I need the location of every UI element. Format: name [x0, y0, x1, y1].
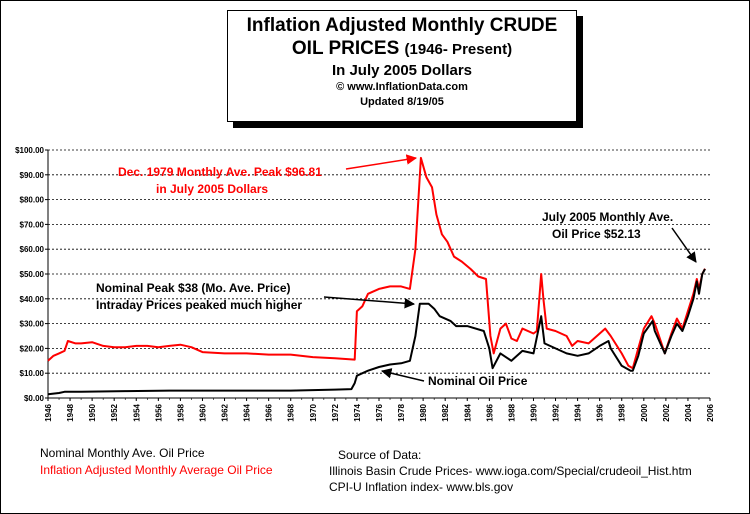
x-tick-label: 1970: [309, 403, 318, 421]
chart-title-box: Inflation Adjusted Monthly CRUDE OIL PRI…: [227, 10, 577, 122]
x-tick-label: 1960: [198, 403, 207, 421]
title-line-1: Inflation Adjusted Monthly CRUDE: [246, 15, 558, 36]
x-tick-label: 1976: [375, 403, 384, 421]
gridlines: [48, 149, 710, 374]
series-lines: [47, 156, 706, 396]
title-line-2-main: OIL PRICES: [291, 38, 400, 59]
x-tick-label: 1992: [552, 403, 561, 421]
title-line-2-paren: (1946- Present): [404, 41, 513, 58]
x-axis-ticks: 1946 1948 1950 1952 1954 1956 1958 1960 1962 1964…: [44, 398, 715, 422]
y-axis-ticks: $0.00 $10.00 $20.00 $30.00 $40.00 $50.00 $60.0…: [15, 146, 48, 403]
y-tick-label: $100.00: [15, 146, 44, 155]
annotation-nominal-arrow: [380, 368, 425, 382]
x-tick-label: 1984: [463, 403, 472, 421]
x-tick-label: 2004: [684, 403, 693, 421]
x-tick-label: 1994: [574, 403, 583, 421]
annotation-july2005-line2: Oil Price $52.13: [552, 227, 641, 241]
annotation-nominal-peak-line2: Intraday Prices peaked much higher: [96, 298, 302, 312]
x-tick-label: 1996: [596, 403, 605, 421]
y-tick-label: $20.00: [20, 344, 45, 353]
annotation-real-peak-arrow: [345, 154, 418, 170]
x-tick-label: 1974: [353, 403, 362, 421]
x-tick-label: 1950: [88, 403, 97, 421]
nominal-price-line: [47, 268, 706, 396]
y-tick-label: $90.00: [20, 171, 45, 180]
annotation-real-peak-line1: Dec. 1979 Monthly Ave. Peak $96.81: [118, 165, 322, 179]
legend-nominal: Nominal Monthly Ave. Oil Price: [40, 446, 205, 460]
x-tick-label: 2006: [706, 403, 715, 421]
annotation-nominal-peak-line1: Nominal Peak $38 (Mo. Ave. Price): [96, 281, 291, 295]
y-tick-label: $30.00: [20, 320, 45, 329]
title-line-3: In July 2005 Dollars: [331, 62, 473, 79]
y-tick-label: $40.00: [20, 295, 45, 304]
x-tick-label: 1972: [331, 403, 340, 421]
y-tick-label: $60.00: [20, 245, 45, 254]
y-tick-label: $50.00: [20, 270, 45, 279]
x-tick-label: 1958: [176, 403, 185, 421]
x-tick-label: 1948: [66, 403, 75, 421]
x-tick-label: 2000: [640, 403, 649, 421]
x-tick-label: 1964: [243, 403, 252, 421]
annotation-nominal-label: Nominal Oil Price: [428, 374, 528, 388]
title-line-2: OIL PRICES (1946- Present): [228, 37, 576, 61]
annotation-july2005-line1: July 2005 Monthly Ave.: [542, 210, 673, 224]
title-updated: Updated 8/19/05: [360, 96, 444, 108]
x-tick-label: 1980: [419, 403, 428, 421]
x-tick-label: 1966: [265, 403, 274, 421]
x-tick-label: 1962: [221, 403, 230, 421]
x-tick-label: 1986: [485, 403, 494, 421]
x-tick-label: 1998: [618, 403, 627, 421]
title-copyright: © www.InflationData.com: [336, 81, 468, 93]
y-tick-label: $80.00: [20, 196, 45, 205]
y-tick-label: $10.00: [20, 369, 45, 378]
x-tick-label: 1988: [507, 403, 516, 421]
x-tick-label: 1982: [441, 403, 450, 421]
y-tick-label: $70.00: [20, 220, 45, 229]
x-tick-label: 1956: [154, 403, 163, 421]
annotation-real-peak-line2: in July 2005 Dollars: [156, 182, 268, 196]
annotation-nominal-peak-arrow: [323, 296, 416, 309]
source-line-1: Illinois Basin Crude Prices- www.ioga.co…: [329, 464, 692, 478]
source-heading: Source of Data:: [338, 448, 422, 462]
x-tick-label: 2002: [662, 403, 671, 421]
x-tick-label: 1978: [397, 403, 406, 421]
x-tick-label: 1968: [287, 403, 296, 421]
x-tick-label: 1946: [44, 403, 53, 421]
annotation-july2005-arrow: [671, 227, 697, 263]
adjusted-price-line: [47, 156, 706, 370]
x-tick-label: 1954: [132, 403, 141, 421]
y-tick-label: $0.00: [24, 394, 45, 403]
x-tick-label: 1952: [110, 403, 119, 421]
x-tick-label: 1990: [529, 403, 538, 421]
legend-adjusted: Inflation Adjusted Monthly Average Oil P…: [40, 463, 273, 477]
source-line-2: CPI-U Inflation index- www.bls.gov: [329, 480, 514, 494]
